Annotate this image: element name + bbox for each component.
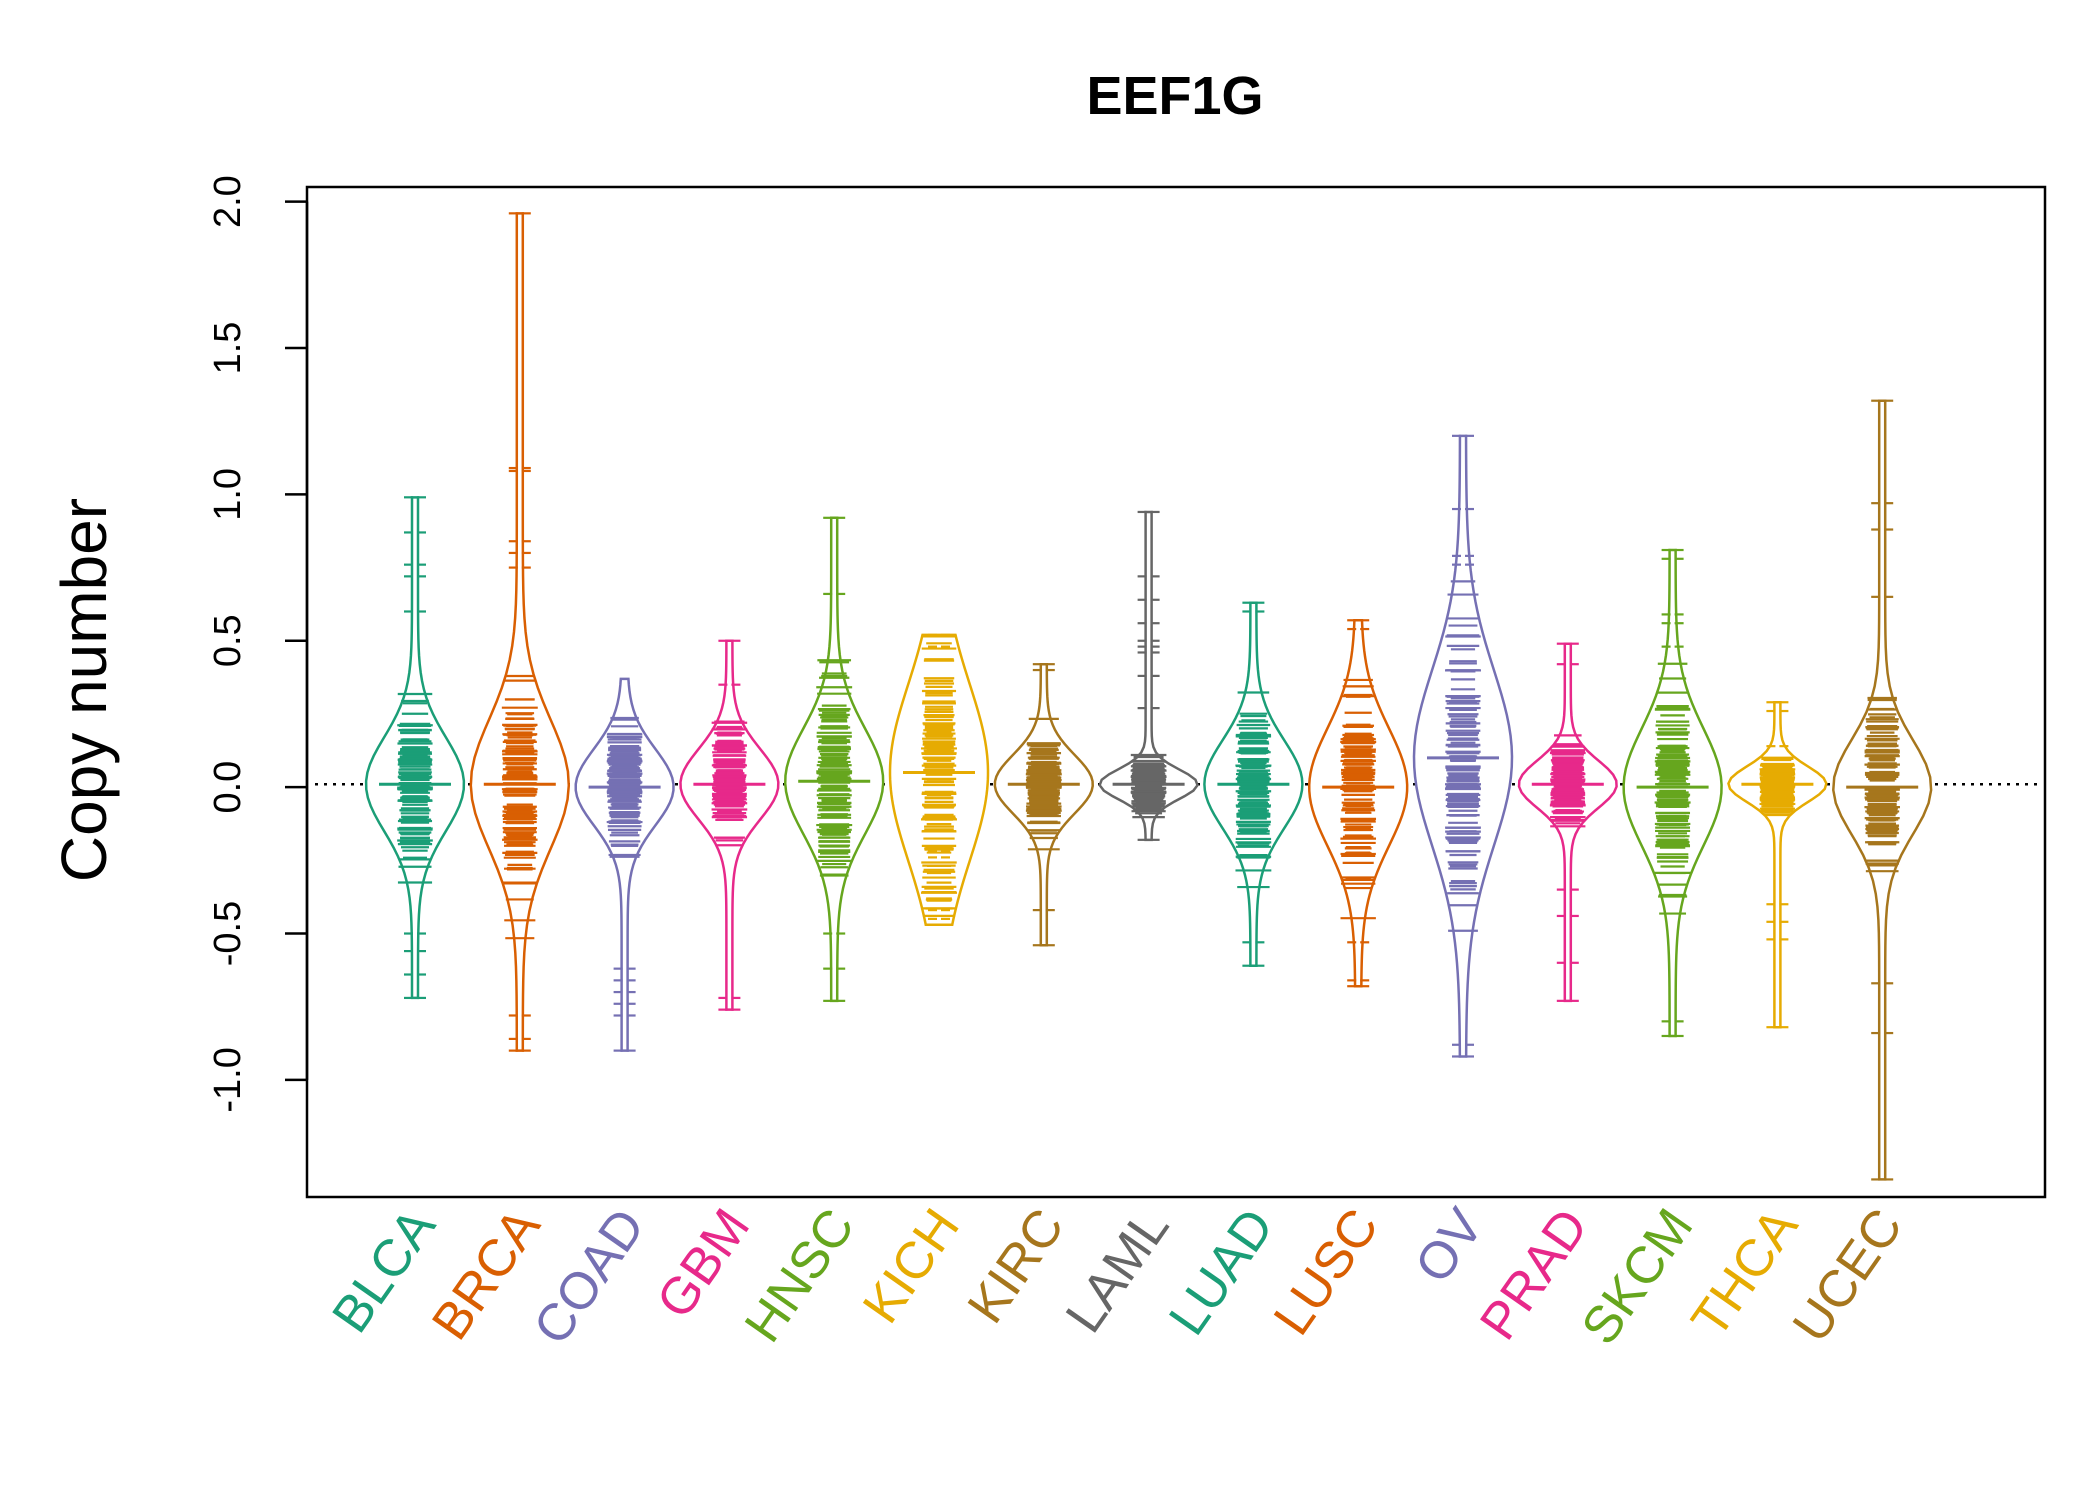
y-tick-label: -1.0 <box>207 1047 249 1112</box>
x-tick-label-kirc: KIRC <box>957 1199 1076 1334</box>
bean-ucec <box>1832 399 1933 1181</box>
bean-ov <box>1412 434 1514 1058</box>
bean-laml <box>1098 510 1199 842</box>
bean-coad <box>574 677 675 1052</box>
x-tick-label-skcm: SKCM <box>1571 1199 1705 1355</box>
bean-outline <box>574 677 675 1052</box>
bean-skcm <box>1622 548 1723 1038</box>
bean-lusc <box>1307 619 1409 988</box>
x-tick-label-luad: LUAD <box>1158 1199 1285 1346</box>
chart-title: EEF1G <box>1086 66 1263 126</box>
bean-hnsc <box>783 516 885 1003</box>
bean-prad <box>1517 642 1618 1003</box>
x-tick-label-laml: LAML <box>1055 1199 1180 1344</box>
bean-gbm <box>679 639 780 1011</box>
x-tick-label-kich: KICH <box>852 1199 971 1334</box>
bean-outline <box>679 639 780 1011</box>
y-axis-label: Copy number <box>48 498 120 882</box>
y-tick-label: -0.5 <box>207 901 249 966</box>
y-axis: -1.0 -0.5 0.0 0.5 1.0 1.5 2.0 <box>207 175 309 1113</box>
y-tick-label: 0.0 <box>207 761 249 814</box>
plot-area <box>315 212 2037 1181</box>
bean-outline <box>469 212 571 1052</box>
x-tick-label-ucec: UCEC <box>1782 1199 1914 1353</box>
bean-thca <box>1727 700 1828 1029</box>
bean-kich <box>888 633 990 926</box>
y-tick-label: 2.0 <box>207 175 249 228</box>
bean-blca <box>364 496 466 1000</box>
y-tick-label: 0.5 <box>207 614 249 667</box>
y-tick-label: 1.5 <box>207 322 249 375</box>
x-tick-label-ov: OV <box>1404 1198 1495 1293</box>
x-tick-label-lusc: LUSC <box>1263 1199 1390 1346</box>
y-tick-label: 1.0 <box>207 468 249 521</box>
bean-kirc <box>993 662 1094 947</box>
bean-brca <box>469 212 571 1052</box>
plot-frame <box>305 185 2047 1199</box>
x-tick-label-coad: COAD <box>523 1199 657 1355</box>
bean-luad <box>1203 601 1304 967</box>
bean-outline <box>1727 700 1828 1029</box>
x-tick-label-hnsc: HNSC <box>734 1199 866 1353</box>
